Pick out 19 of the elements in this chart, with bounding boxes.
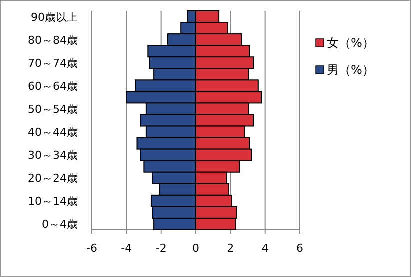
x-tick-label: -6 [86, 242, 98, 255]
y-tick-label: 90歳以上 [31, 10, 78, 24]
x-tick-label: 4 [262, 242, 269, 255]
x-tick-label: -2 [156, 242, 167, 255]
y-tick-label: 10～14歳 [28, 195, 78, 208]
y-tick-label: 40～44歳 [28, 126, 78, 140]
x-tick-label: 2 [227, 242, 234, 255]
x-tick-label: 6 [296, 242, 304, 255]
x-tick-label: 0 [192, 242, 200, 255]
y-tick-label: 70～74歳 [28, 56, 78, 70]
y-tick-label: 30～34歳 [28, 149, 78, 162]
y-tick-label: 20～24歳 [28, 172, 78, 186]
x-tick-label: -4 [121, 242, 132, 255]
y-tick-label: 50～54歳 [28, 102, 78, 116]
legend-label: 女（%） [327, 36, 374, 50]
y-tick-label: 0～4歳 [42, 218, 78, 232]
legend-label: 男（%） [327, 63, 374, 77]
y-tick-label: 80～84歳 [28, 34, 78, 47]
y-tick-label: 60～64歳 [28, 80, 78, 93]
